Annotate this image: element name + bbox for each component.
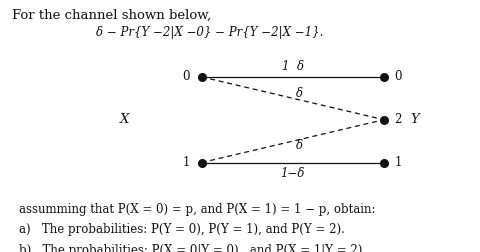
- Text: For the channel shown below,: For the channel shown below,: [12, 9, 211, 22]
- Text: 0: 0: [182, 70, 190, 83]
- Text: δ: δ: [297, 87, 303, 100]
- Text: 0: 0: [395, 70, 402, 83]
- Text: X: X: [120, 113, 130, 126]
- Text: 1: 1: [182, 156, 190, 169]
- Text: b)   The probabilities: P(X = 0|Y = 0),  and P(X = 1|Y = 2).: b) The probabilities: P(X = 0|Y = 0), an…: [19, 244, 366, 252]
- Text: 1: 1: [395, 156, 402, 169]
- Text: Y: Y: [411, 113, 420, 126]
- Text: δ − Pr{Y −2|X −0} − Pr{Y −2|X −1}.: δ − Pr{Y −2|X −0} − Pr{Y −2|X −1}.: [96, 26, 324, 40]
- Text: a)   The probabilities: P(Y = 0), P(Y = 1), and P(Y = 2).: a) The probabilities: P(Y = 0), P(Y = 1)…: [19, 223, 345, 236]
- Text: 2: 2: [395, 113, 402, 126]
- Text: assumming that P(X = 0) = p, and P(X = 1) = 1 − p, obtain:: assumming that P(X = 0) = p, and P(X = 1…: [19, 203, 376, 216]
- Text: δ: δ: [297, 139, 303, 152]
- Text: 1−δ: 1−δ: [280, 167, 305, 180]
- Text: 1  δ: 1 δ: [282, 60, 304, 73]
